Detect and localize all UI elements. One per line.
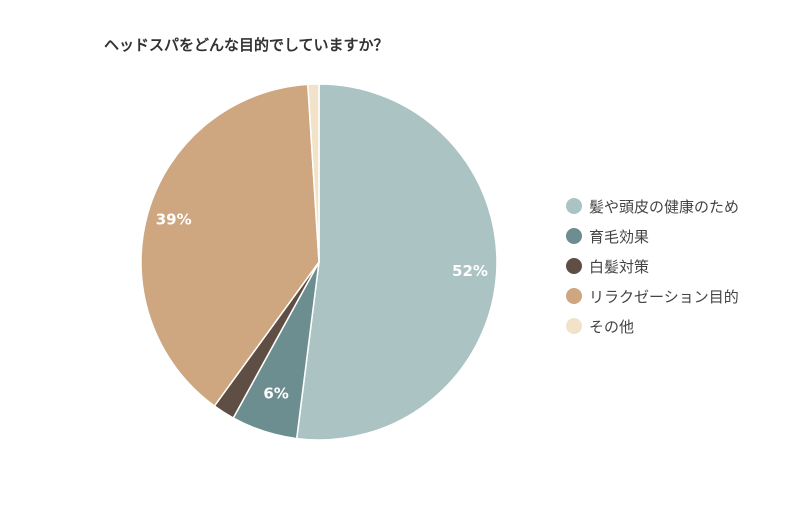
legend-item-2: 育毛効果 bbox=[566, 221, 739, 251]
data-label-1: 52% bbox=[452, 262, 488, 280]
legend-item-5: その他 bbox=[566, 311, 739, 341]
pie-slice-1 bbox=[295, 83, 498, 441]
legend-label-2: 育毛効果 bbox=[589, 227, 650, 246]
legend-label-5: その他 bbox=[589, 317, 635, 336]
pie-slice-5 bbox=[307, 83, 320, 263]
legend-swatch-2 bbox=[566, 228, 582, 244]
chart-legend: 髪や頭皮の健康のため 育毛効果白髪対策リラクゼーション目的 その他 bbox=[566, 191, 739, 341]
legend-label-4: リラクゼーション目的 bbox=[589, 287, 739, 306]
legend-swatch-3 bbox=[566, 258, 582, 274]
legend-swatch-5 bbox=[566, 318, 582, 334]
pie-slice-4 bbox=[140, 83, 320, 408]
legend-label-3: 白髪対策 bbox=[589, 257, 650, 276]
legend-swatch-4 bbox=[566, 288, 582, 304]
legend-swatch-1 bbox=[566, 198, 582, 214]
data-label-4: 39% bbox=[156, 210, 192, 228]
legend-item-4: リラクゼーション目的 bbox=[566, 281, 739, 311]
data-label-2: 6% bbox=[263, 385, 288, 403]
chart-title: ヘッドスパをどんな目的でしていますか？ bbox=[104, 36, 389, 54]
legend-item-1: 髪や頭皮の健康のため bbox=[566, 191, 739, 221]
legend-item-3: 白髪対策 bbox=[566, 251, 739, 281]
legend-label-1: 髪や頭皮の健康のため bbox=[589, 197, 740, 216]
